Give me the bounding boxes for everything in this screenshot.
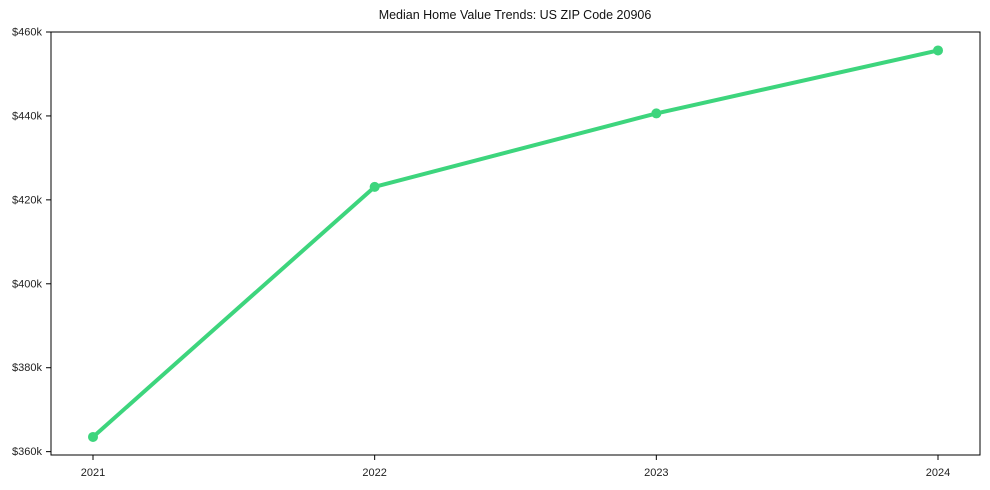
- x-tick-label: 2022: [362, 467, 386, 479]
- trend-line: [91, 48, 940, 439]
- plot-area: [50, 31, 981, 456]
- y-tick-label: $360k: [12, 446, 42, 458]
- x-tick-label: 2021: [81, 467, 105, 479]
- data-point-2023: [651, 108, 662, 119]
- data-point-2022: [369, 181, 380, 192]
- data-point-2024: [933, 45, 943, 56]
- x-tick-label: 2024: [926, 467, 950, 479]
- y-tick-label: $420k: [12, 194, 42, 206]
- data-point-2021: [88, 431, 98, 442]
- y-tick-label: $400k: [12, 278, 42, 290]
- x-tick-label: 2023: [644, 467, 668, 479]
- chart-title: Median Home Value Trends: US ZIP Code 20…: [379, 8, 652, 22]
- series-group: [88, 45, 943, 442]
- y-tick-label: $440k: [12, 110, 42, 122]
- y-tick-label: $380k: [12, 362, 42, 374]
- x-axis: 2021 2022 2023 2024: [81, 455, 950, 479]
- y-tick-label: $460k: [12, 27, 42, 39]
- y-axis: $360k $380k $400k $420k $440k $460k: [12, 27, 51, 458]
- plot-border: [50, 31, 981, 456]
